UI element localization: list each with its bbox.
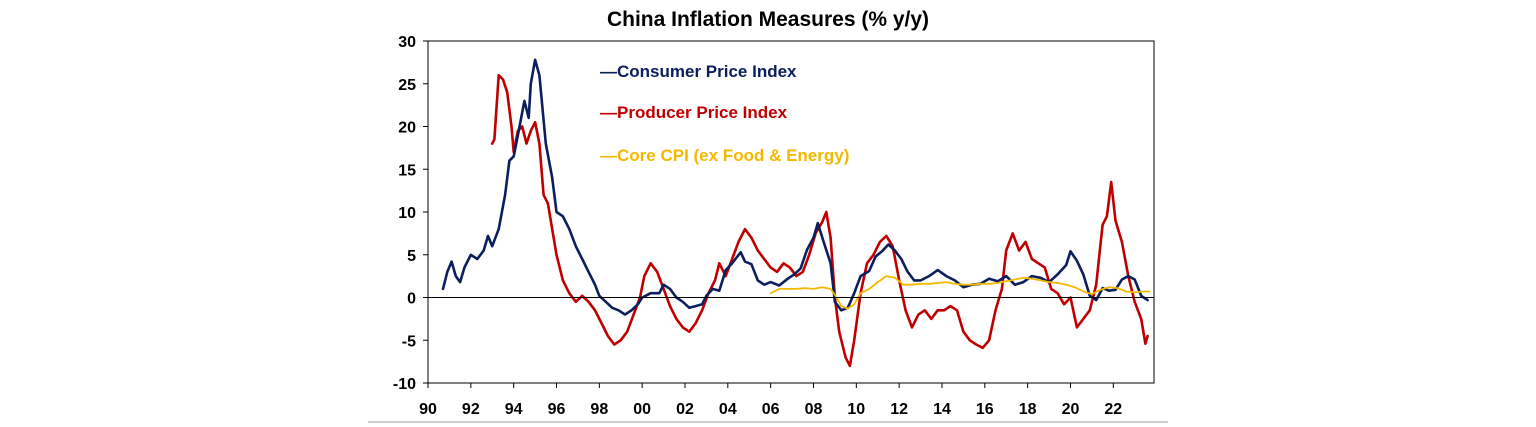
- x-tick-label: 14: [933, 401, 951, 418]
- x-tick-label: 18: [1019, 401, 1037, 418]
- x-axis: 90 92 94 96 98 00 02 04 06 08 10 12 14 16 18 20 22: [419, 383, 1122, 418]
- y-tick-label: -10: [393, 376, 416, 393]
- x-tick-label: 06: [762, 401, 780, 418]
- y-axis: 30 25 20 15 10 5 0 -5 -10: [393, 34, 428, 393]
- x-tick-label: 16: [976, 401, 994, 418]
- x-tick-label: 22: [1104, 401, 1122, 418]
- x-tick-label: 20: [1062, 401, 1080, 418]
- x-tick-label: 92: [462, 401, 480, 418]
- legend-entry-ppi: —Producer Price Index: [600, 103, 788, 122]
- legend-entry-cpi: —Consumer Price Index: [600, 62, 797, 81]
- chart-title: China Inflation Measures (% y/y): [607, 8, 929, 31]
- plot-frame: [427, 40, 1155, 384]
- y-tick-label: 20: [398, 120, 416, 137]
- y-tick-label: 0: [407, 291, 416, 308]
- x-tick-label: 98: [590, 401, 608, 418]
- y-tick-label: -5: [402, 333, 416, 350]
- cpi-line: [441, 58, 1149, 316]
- x-tick-label: 00: [633, 401, 651, 418]
- x-tick-label: 04: [719, 401, 737, 418]
- y-tick-label: 10: [398, 205, 416, 222]
- series-group: [441, 58, 1151, 368]
- legend-entry-core-cpi: —Core CPI (ex Food & Energy): [600, 146, 849, 165]
- legend: —Consumer Price Index —Producer Price In…: [600, 62, 849, 165]
- x-tick-label: 90: [419, 401, 437, 418]
- ppi-line: [490, 73, 1149, 368]
- x-tick-label: 10: [847, 401, 865, 418]
- y-tick-label: 15: [398, 162, 416, 179]
- x-tick-label: 94: [505, 401, 523, 418]
- x-tick-label: 96: [548, 401, 566, 418]
- y-tick-label: 5: [407, 248, 416, 265]
- core-cpi-line: [769, 275, 1151, 310]
- x-tick-label: 02: [676, 401, 694, 418]
- x-tick-label: 12: [890, 401, 908, 418]
- y-tick-label: 30: [398, 34, 416, 51]
- y-tick-label: 25: [398, 77, 416, 94]
- x-tick-label: 08: [805, 401, 823, 418]
